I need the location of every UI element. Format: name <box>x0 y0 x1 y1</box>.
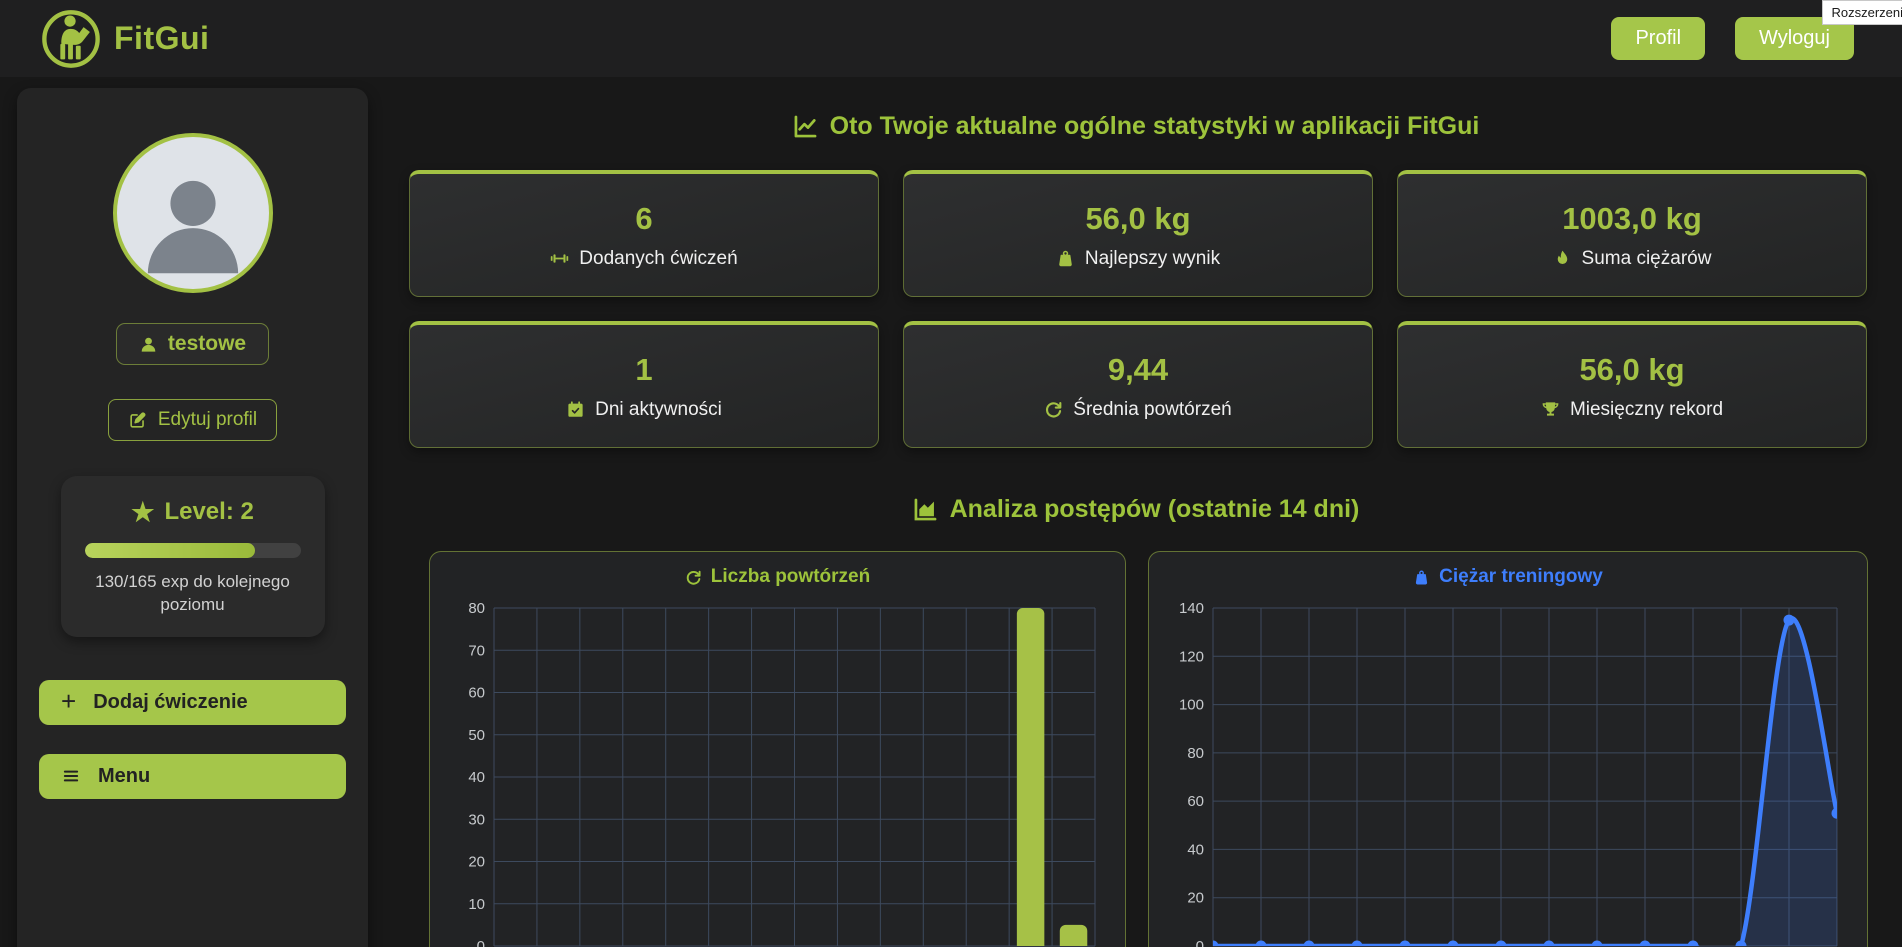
stat-value: 56,0 kg <box>1579 351 1685 387</box>
edit-icon <box>128 411 147 430</box>
plus-icon: + <box>61 685 77 716</box>
calendar-check-icon <box>566 400 585 419</box>
svg-text:30: 30 <box>468 811 485 828</box>
stat-card: 56,0 kg Miesięczny rekord <box>1397 321 1867 448</box>
stat-card: 56,0 kg Najlepszy wynik <box>903 170 1373 297</box>
star-icon: ★ <box>131 497 155 527</box>
profile-button[interactable]: Profil <box>1611 17 1706 60</box>
svg-text:10: 10 <box>468 896 485 913</box>
stat-card: 1 Dni aktywności <box>409 321 879 448</box>
stat-card: 1003,0 kg Suma ciężarów <box>1397 170 1867 297</box>
username-label: testowe <box>167 332 247 355</box>
svg-text:60: 60 <box>1187 793 1204 810</box>
stat-value: 56,0 kg <box>1085 200 1191 236</box>
edit-profile-label: Edytuj profil <box>157 409 258 430</box>
brand-name: FitGui <box>114 20 210 56</box>
stats-title: Oto Twoje aktualne ogólne statystyki w a… <box>385 112 1886 141</box>
user-icon <box>139 335 158 354</box>
stat-label-text: Suma ciężarów <box>1581 247 1712 269</box>
stat-label-text: Dni aktywności <box>595 398 722 420</box>
stats-grid: 6 Dodanych ćwiczeń 56,0 kg Najlepszy wynik 1… <box>409 170 1867 448</box>
fitgui-logo-icon <box>40 8 102 70</box>
svg-text:40: 40 <box>1187 841 1204 858</box>
svg-text:40: 40 <box>468 769 485 786</box>
analysis-title-text: Analiza postępów (ostatnie 14 dni) <box>949 495 1360 523</box>
reps-bar-chart-plot-area: 0 10 20 30 40 50 60 70 80 <box>450 596 1105 947</box>
weight-line-chart-plot-area: 0 20 40 60 80 100 120 140 <box>1169 596 1847 947</box>
svg-text:20: 20 <box>468 854 485 871</box>
chart-area-icon <box>912 496 939 523</box>
level-title: ★ Level: 2 <box>83 498 303 526</box>
svg-text:70: 70 <box>468 642 485 659</box>
svg-text:0: 0 <box>477 938 485 947</box>
svg-text:140: 140 <box>1179 600 1204 617</box>
charts-row: Liczba powtórzeń 0 10 20 30 40 50 60 70 80 Ciężar … <box>429 551 1868 947</box>
stat-card: 6 Dodanych ćwiczeń <box>409 170 879 297</box>
stat-label-text: Średnia powtórzeń <box>1073 398 1232 420</box>
add-exercise-label: Dodaj ćwiczenie <box>93 690 248 713</box>
stats-title-text: Oto Twoje aktualne ogólne statystyki w a… <box>829 112 1480 140</box>
stat-label: Dni aktywności <box>566 399 722 421</box>
weight-line-chart-card: Ciężar treningowy 0 20 40 60 80 100 120 140 <box>1148 551 1868 947</box>
stat-value: 6 <box>635 200 653 236</box>
trophy-icon <box>1541 400 1560 419</box>
svg-text:20: 20 <box>1187 890 1204 907</box>
stat-label: Dodanych ćwiczeń <box>550 247 738 270</box>
svg-text:100: 100 <box>1179 697 1204 714</box>
main-content: Oto Twoje aktualne ogólne statystyki w a… <box>385 88 1886 947</box>
edit-profile-button[interactable]: Edytuj profil <box>107 399 278 441</box>
chart-line-icon <box>792 113 819 140</box>
svg-text:120: 120 <box>1179 648 1204 665</box>
svg-text:0: 0 <box>1196 938 1204 947</box>
stat-card: 9,44 Średnia powtórzeń <box>903 321 1373 448</box>
level-card: ★ Level: 2 130/165 exp do kolejnego pozi… <box>60 476 325 637</box>
svg-text:50: 50 <box>468 727 485 744</box>
stat-value: 1 <box>635 351 653 387</box>
chart-title-text: Liczba powtórzeń <box>710 566 871 587</box>
menu-button[interactable]: Menu <box>39 753 346 799</box>
stat-value: 1003,0 kg <box>1562 200 1702 236</box>
stat-label: Średnia powtórzeń <box>1044 398 1232 421</box>
stat-value: 9,44 <box>1107 351 1169 387</box>
weight-icon <box>1056 249 1075 268</box>
stat-label: Miesięczny rekord <box>1541 399 1723 421</box>
svg-text:80: 80 <box>1187 745 1204 762</box>
stat-label: Najlepszy wynik <box>1056 248 1220 270</box>
redo-icon <box>1044 400 1063 419</box>
exp-text: 130/165 exp do kolejnego poziomu <box>95 572 290 614</box>
dumbbell-icon <box>550 249 569 268</box>
svg-text:60: 60 <box>468 685 485 702</box>
top-navbar: FitGui Profil Wyloguj <box>0 0 1902 77</box>
extensions-tooltip: Rozszerzeni <box>1822 0 1902 25</box>
flame-icon <box>1553 249 1572 268</box>
exp-progress-fill <box>84 543 256 558</box>
person-silhouette-icon <box>130 163 256 289</box>
hamburger-icon <box>61 766 81 786</box>
chart-title: Liczba powtórzeń <box>450 566 1105 588</box>
weight-line-chart: 0 20 40 60 80 100 120 140 <box>1179 600 1838 947</box>
chart-title-text: Ciężar treningowy <box>1439 566 1603 587</box>
redo-icon <box>685 569 702 586</box>
stat-label-text: Dodanych ćwiczeń <box>579 247 738 269</box>
avatar <box>112 133 273 293</box>
brand: FitGui <box>40 8 209 70</box>
username-badge: testowe <box>115 323 270 365</box>
svg-text:80: 80 <box>468 600 485 617</box>
level-label: Level: 2 <box>164 498 254 525</box>
menu-label: Menu <box>98 764 151 787</box>
chart-title: Ciężar treningowy <box>1169 566 1847 588</box>
reps-bar-chart-card: Liczba powtórzeń 0 10 20 30 40 50 60 70 80 <box>429 551 1126 947</box>
stat-label-text: Miesięczny rekord <box>1569 398 1724 420</box>
add-exercise-button[interactable]: + Dodaj ćwiczenie <box>39 679 346 725</box>
stat-label: Suma ciężarów <box>1553 247 1712 270</box>
sidebar: testowe Edytuj profil ★ Level: 2 130/165… <box>17 88 368 947</box>
exp-progress-bar <box>84 543 301 558</box>
weight-icon <box>1413 569 1430 586</box>
stat-label-text: Najlepszy wynik <box>1084 247 1221 269</box>
reps-bar-chart: 0 10 20 30 40 50 60 70 80 <box>468 600 1096 947</box>
analysis-title: Analiza postępów (ostatnie 14 dni) <box>385 495 1886 524</box>
